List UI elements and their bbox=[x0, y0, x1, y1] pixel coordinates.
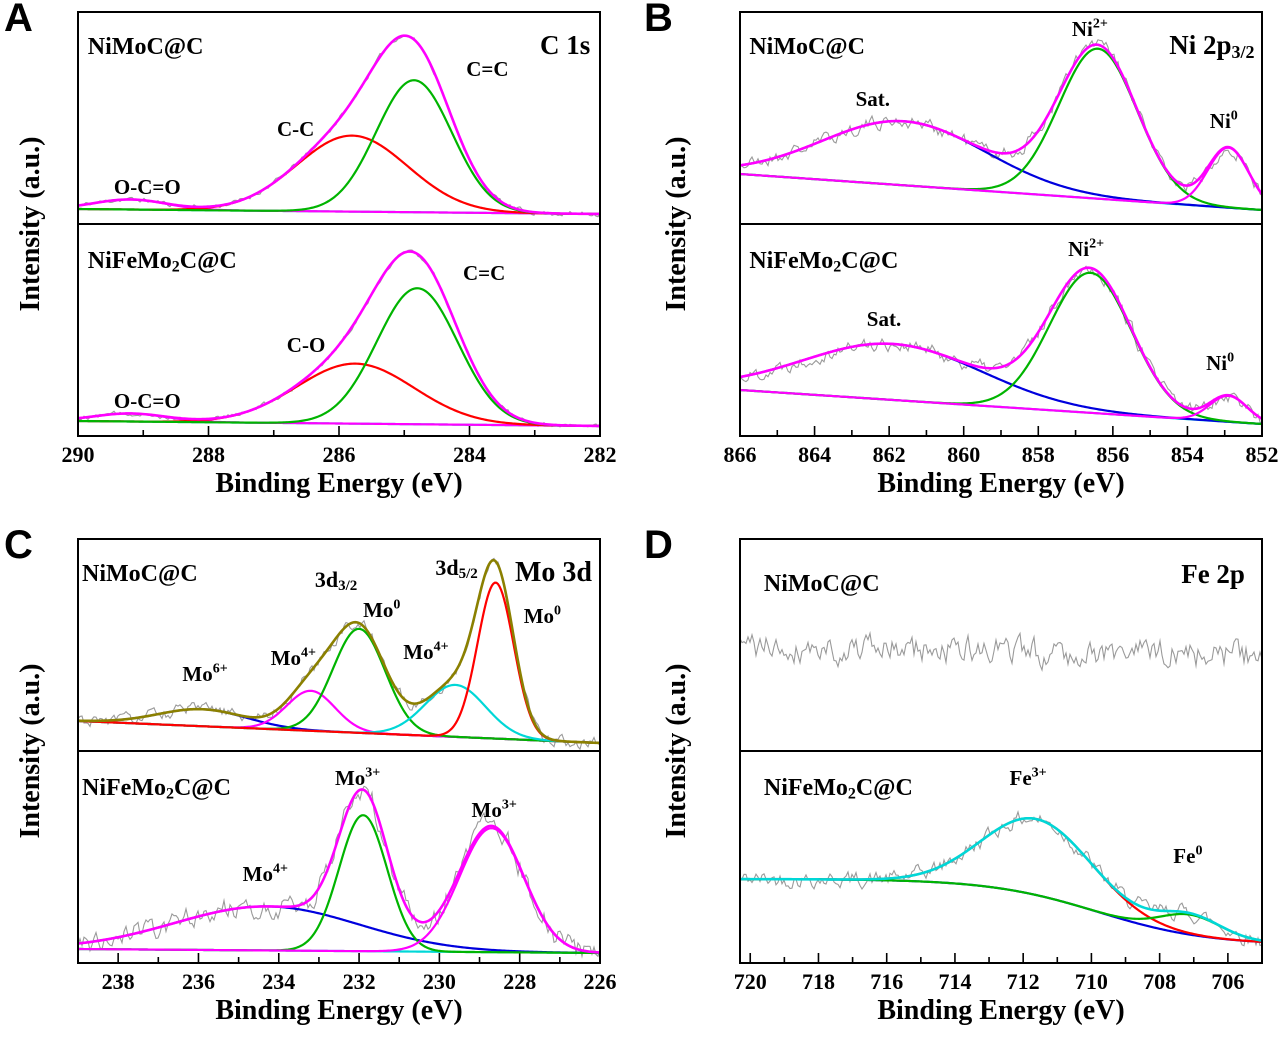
y-axis-label-b: Intensity (a.u.) bbox=[661, 136, 692, 312]
panel-letter-d: D bbox=[644, 523, 673, 567]
plot-canvas-B bbox=[640, 0, 1280, 527]
panel-a: A Intensity (a.u.) Binding Energy (eV) bbox=[0, 0, 640, 527]
plot-canvas-A bbox=[0, 0, 640, 527]
panel-letter-a: A bbox=[4, 0, 33, 40]
y-axis-label-c: Intensity (a.u.) bbox=[15, 663, 46, 839]
x-axis-label-a: Binding Energy (eV) bbox=[215, 468, 463, 499]
plot-canvas-C bbox=[0, 527, 640, 1053]
panel-b: B Intensity (a.u.) Binding Energy (eV) bbox=[640, 0, 1280, 527]
panel-letter-b: B bbox=[644, 0, 673, 40]
y-axis-label-d: Intensity (a.u.) bbox=[661, 663, 692, 839]
x-axis-label-d: Binding Energy (eV) bbox=[877, 995, 1125, 1026]
plot-canvas-D bbox=[640, 527, 1280, 1053]
x-axis-label-b: Binding Energy (eV) bbox=[877, 468, 1125, 499]
y-axis-label-a: Intensity (a.u.) bbox=[15, 136, 46, 312]
x-axis-label-c: Binding Energy (eV) bbox=[215, 995, 463, 1026]
panel-d: D Intensity (a.u.) Binding Energy (eV) bbox=[640, 523, 1280, 1053]
panel-letter-c: C bbox=[4, 523, 33, 567]
panel-c: C Intensity (a.u.) Binding Energy (eV) bbox=[0, 523, 640, 1053]
